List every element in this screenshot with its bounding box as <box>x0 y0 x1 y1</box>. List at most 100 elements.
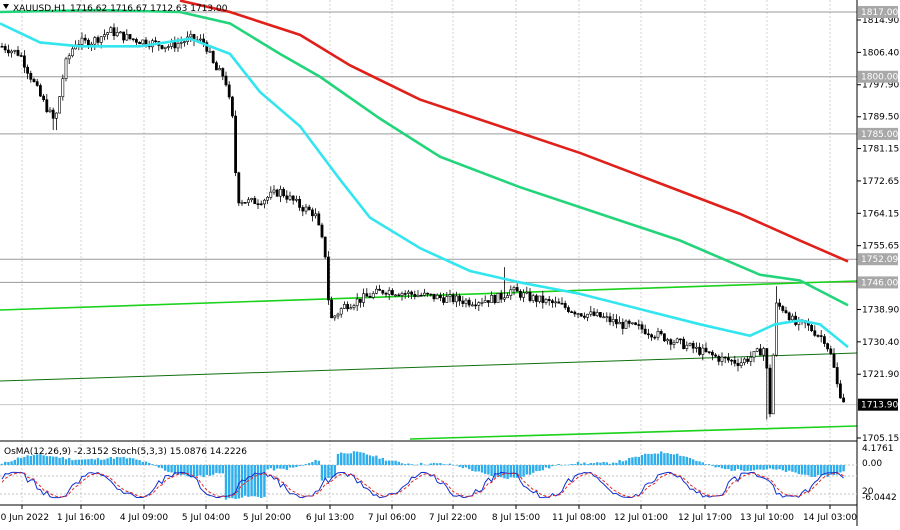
osma-bar <box>490 465 493 477</box>
candle-body <box>493 295 497 304</box>
osma-bar <box>791 465 794 472</box>
osma-bar <box>4 461 7 465</box>
candle-body <box>205 42 209 52</box>
osma-bar <box>144 461 148 465</box>
osma-bar <box>330 465 333 478</box>
candle-body <box>250 198 254 201</box>
candle-body <box>426 292 430 295</box>
osma-bar <box>7 462 10 465</box>
collapse-triangle-icon[interactable] <box>3 4 9 9</box>
candle-body <box>179 42 183 44</box>
candle-body <box>122 31 126 41</box>
candle-body <box>704 347 708 352</box>
price-tick-label: 1764.15 <box>862 209 899 219</box>
osma-bar <box>295 465 298 468</box>
osma-bar <box>64 459 68 465</box>
osma-bar <box>826 465 829 477</box>
candle-body <box>771 354 775 415</box>
candle-body <box>7 49 10 54</box>
price-axis[interactable]: 1814.90 1806.40 1797.90 1789.50 1781.15 1772.… <box>856 0 899 526</box>
osma-bar <box>535 465 538 472</box>
osma-bar <box>372 456 375 465</box>
osma-bar <box>471 465 474 472</box>
price-tick-label: 1814.90 <box>862 16 899 26</box>
osma-bar <box>0 463 4 465</box>
candle-body <box>342 304 346 309</box>
osma-bar <box>775 465 778 470</box>
osma-bar <box>362 452 365 465</box>
candle-body <box>51 109 55 119</box>
candle-body <box>787 312 791 321</box>
candle-body <box>416 294 420 297</box>
osma-bar <box>192 465 196 477</box>
osma-bar <box>333 465 336 477</box>
candle-body <box>336 313 340 317</box>
candle-body <box>662 333 666 342</box>
osma-bar <box>320 465 324 481</box>
candle-body <box>35 81 39 86</box>
osma-bar <box>615 462 618 465</box>
osma-bar <box>45 456 48 465</box>
time-axis[interactable]: 30 Jun 2022 1 Jul 16:00 4 Jul 09:00 5 Jul 0… <box>0 505 857 523</box>
osma-bar <box>788 465 791 471</box>
candle-body <box>275 189 279 197</box>
price-tick-label: 1730.40 <box>862 338 899 348</box>
osma-bar <box>522 465 525 477</box>
candle-body <box>291 195 295 201</box>
candle-body <box>672 342 676 345</box>
candle-body <box>624 320 628 329</box>
candle-body <box>3 46 7 51</box>
osma-bar <box>224 465 228 500</box>
candle-body <box>333 315 337 319</box>
osma-bar <box>205 465 208 475</box>
osma-bar <box>327 465 330 478</box>
osma-bar <box>250 465 253 497</box>
osma-bar <box>493 465 496 478</box>
osma-bar <box>602 461 605 465</box>
level-tag <box>858 276 898 289</box>
candle-body <box>691 343 695 349</box>
candle-body <box>32 79 36 82</box>
channel-middle-line[interactable] <box>0 352 858 382</box>
osma-bar <box>154 465 157 466</box>
channel-lower-line[interactable] <box>409 425 858 440</box>
candle-body <box>435 294 439 300</box>
level-tag-label: 1817.00 <box>861 8 898 18</box>
osma-bar <box>237 465 240 499</box>
level-tag <box>858 127 898 140</box>
candle-body <box>307 206 311 211</box>
time-label: 7 Jul 22:00 <box>429 513 478 523</box>
osma-bar <box>148 463 151 465</box>
osma-bar <box>324 465 327 479</box>
price-pane[interactable] <box>0 0 858 505</box>
candle-body <box>38 85 42 97</box>
candle-body <box>419 294 423 297</box>
osma-bar <box>279 465 282 469</box>
candle-body <box>54 112 58 119</box>
osma-bar <box>519 465 522 478</box>
osma-bar <box>16 457 20 465</box>
ma-cyan-line <box>0 22 849 349</box>
osma-bar <box>263 465 266 497</box>
candle-body <box>362 293 366 303</box>
candle-body <box>0 45 4 48</box>
indicator-pane[interactable]: OsMA(12,26,9) -2.3152 Stoch(5,3,3) 15.08… <box>0 444 897 503</box>
osma-bar <box>20 458 23 465</box>
candle-body <box>22 55 26 68</box>
osma-bar <box>672 454 676 465</box>
osma-bar <box>621 461 624 465</box>
candle-body <box>173 41 177 49</box>
candle-body <box>819 335 823 337</box>
osma-bar <box>10 461 13 465</box>
osma-bar <box>352 451 356 465</box>
candle-body <box>685 344 689 349</box>
channel-upper-line[interactable] <box>0 280 858 311</box>
osma-bar <box>448 463 452 465</box>
trend-channel[interactable] <box>0 280 858 440</box>
candle-body <box>723 356 727 359</box>
osma-bar <box>480 465 484 473</box>
time-label: 5 Jul 04:00 <box>182 513 231 523</box>
candle-body <box>618 321 622 325</box>
osma-bar <box>548 465 551 469</box>
